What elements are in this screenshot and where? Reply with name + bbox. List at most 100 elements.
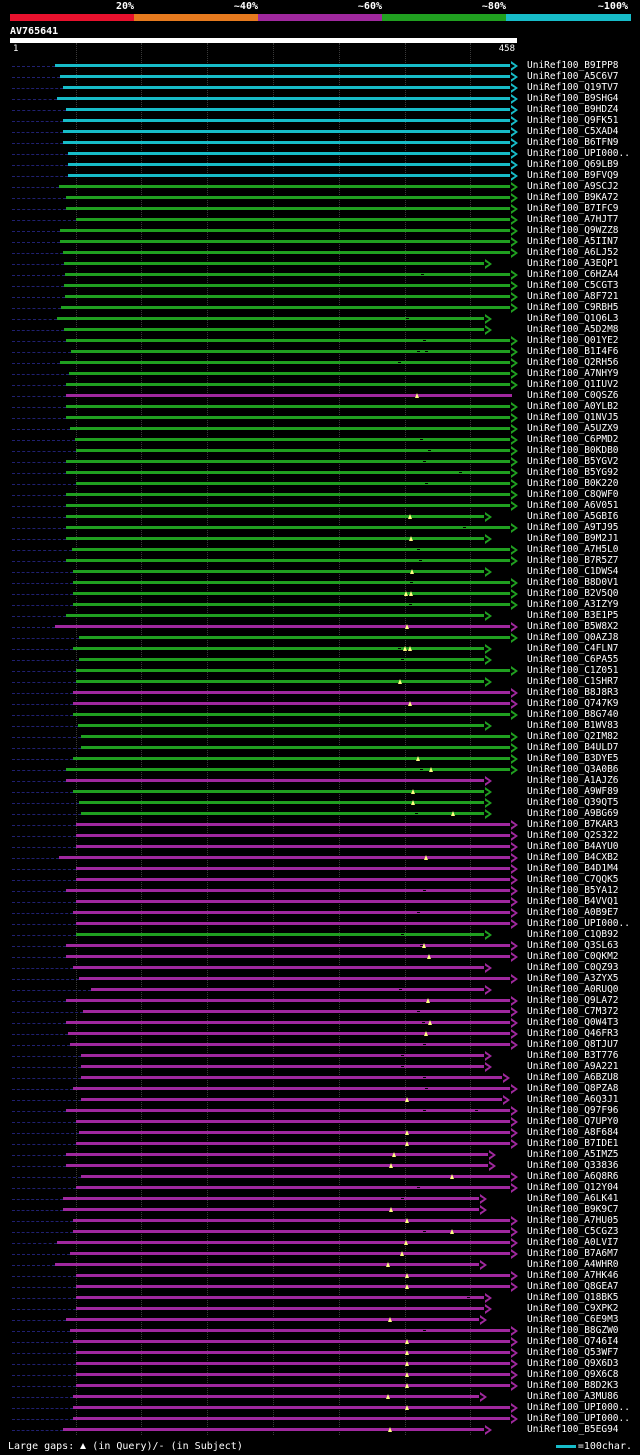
hit-row[interactable]: UniRef100_B1WV83 <box>0 720 640 732</box>
hit-bar[interactable] <box>78 801 486 804</box>
hit-bar[interactable] <box>60 229 512 232</box>
hit-bar[interactable] <box>65 889 512 892</box>
hit-row[interactable]: UniRef100_B8J8R3 <box>0 687 640 699</box>
hit-row[interactable]: UniRef100_Q97F96 <box>0 1105 640 1117</box>
hit-row[interactable]: UniRef100_B9IPP8 <box>0 60 640 72</box>
hit-label[interactable]: UniRef100_Q12Y04 <box>527 1182 619 1193</box>
hit-label[interactable]: UniRef100_B9HDZ4 <box>527 104 619 115</box>
hit-label[interactable]: UniRef100_A6Q8R6 <box>527 1171 619 1182</box>
hit-row[interactable]: UniRef100_B4AYU0 <box>0 841 640 853</box>
hit-bar[interactable] <box>65 1021 512 1024</box>
hit-bar[interactable] <box>81 1054 486 1057</box>
hit-bar[interactable] <box>78 977 512 980</box>
hit-bar[interactable] <box>62 86 512 89</box>
hit-bar[interactable] <box>68 174 512 177</box>
hit-bar[interactable] <box>73 1395 482 1398</box>
hit-bar[interactable] <box>59 856 512 859</box>
hit-label[interactable]: UniRef100_A3MU86 <box>527 1391 619 1402</box>
hit-bar[interactable] <box>69 372 512 375</box>
hit-bar[interactable] <box>75 867 512 870</box>
hit-bar[interactable] <box>75 933 486 936</box>
hit-bar[interactable] <box>74 438 512 441</box>
hit-row[interactable]: UniRef100_B8G740 <box>0 709 640 721</box>
hit-row[interactable]: UniRef100_B5YG92 <box>0 467 640 479</box>
hit-label[interactable]: UniRef100_Q2RH56 <box>527 357 619 368</box>
hit-label[interactable]: UniRef100_B3DYE5 <box>527 753 619 764</box>
hit-bar[interactable] <box>73 581 512 584</box>
hit-label[interactable]: UniRef100_Q53WF7 <box>527 1347 619 1358</box>
hit-row[interactable]: UniRef100_Q3A0B6 <box>0 764 640 776</box>
hit-label[interactable]: UniRef100_Q46FR3 <box>527 1028 619 1039</box>
hit-bar[interactable] <box>65 955 512 958</box>
hit-bar[interactable] <box>75 1384 512 1387</box>
hit-row[interactable]: UniRef100_C1Z051 <box>0 665 640 677</box>
hit-bar[interactable] <box>65 405 512 408</box>
hit-label[interactable]: UniRef100_A7HK46 <box>527 1270 619 1281</box>
hit-row[interactable]: UniRef100_B1I4F6 <box>0 346 640 358</box>
hit-row[interactable]: UniRef100_A5GBI6 <box>0 511 640 523</box>
hit-label[interactable]: UniRef100_C1Z051 <box>527 665 619 676</box>
hit-row[interactable]: UniRef100_A6V051 <box>0 500 640 512</box>
hit-label[interactable]: UniRef100_B9FVQ9 <box>527 170 619 181</box>
hit-bar[interactable] <box>73 757 512 760</box>
hit-row[interactable]: UniRef100_Q9FK51 <box>0 115 640 127</box>
hit-bar[interactable] <box>65 944 512 947</box>
hit-bar[interactable] <box>81 1076 505 1079</box>
hit-bar[interactable] <box>73 1087 512 1090</box>
hit-bar[interactable] <box>73 1230 512 1233</box>
hit-bar[interactable] <box>73 911 512 914</box>
hit-label[interactable]: UniRef100_B2V5Q0 <box>527 588 619 599</box>
hit-bar[interactable] <box>57 1241 512 1244</box>
hit-row[interactable]: UniRef100_Q7UPY0 <box>0 1116 640 1128</box>
hit-label[interactable]: UniRef100_Q7UPY0 <box>527 1116 619 1127</box>
hit-label[interactable]: UniRef100_Q9LA72 <box>527 995 619 1006</box>
hit-bar[interactable] <box>65 416 512 419</box>
hit-row[interactable]: UniRef100_Q9LA72 <box>0 995 640 1007</box>
hit-label[interactable]: UniRef100_Q69LB9 <box>527 159 619 170</box>
hit-bar[interactable] <box>75 1362 512 1365</box>
hit-label[interactable]: UniRef100_B6TFN9 <box>527 137 619 148</box>
hit-row[interactable]: UniRef100_Q2IM82 <box>0 731 640 743</box>
hit-row[interactable]: UniRef100_A5C6V7 <box>0 71 640 83</box>
hit-row[interactable]: UniRef100_A9SCJ2 <box>0 181 640 193</box>
hit-row[interactable]: UniRef100_C9XPK2 <box>0 1303 640 1315</box>
hit-row[interactable]: UniRef100_Q1IUV2 <box>0 379 640 391</box>
hit-row[interactable]: UniRef100_A3MU86 <box>0 1391 640 1403</box>
hit-label[interactable]: UniRef100_A9BG69 <box>527 808 619 819</box>
hit-label[interactable]: UniRef100_Q2IM82 <box>527 731 619 742</box>
hit-label[interactable]: UniRef100_Q747K9 <box>527 698 619 709</box>
hit-row[interactable]: UniRef100_C6PA55 <box>0 654 640 666</box>
hit-bar[interactable] <box>62 251 512 254</box>
hit-row[interactable]: UniRef100_C6E9M3 <box>0 1314 640 1326</box>
hit-label[interactable]: UniRef100_A6Q3J1 <box>527 1094 619 1105</box>
hit-label[interactable]: UniRef100_A8F721 <box>527 291 619 302</box>
hit-label[interactable]: UniRef100_C5CGZ3 <box>527 1226 619 1237</box>
hit-row[interactable]: UniRef100_C1DWS4 <box>0 566 640 578</box>
hit-bar[interactable] <box>65 394 512 397</box>
hit-bar[interactable] <box>75 482 512 485</box>
hit-label[interactable]: UniRef100_A3ZYX5 <box>527 973 619 984</box>
hit-row[interactable]: UniRef100_A6LJ52 <box>0 247 640 259</box>
hit-label[interactable]: UniRef100_B5YA12 <box>527 885 619 896</box>
hit-bar[interactable] <box>75 1351 512 1354</box>
hit-label[interactable]: UniRef100_A0YLB2 <box>527 401 619 412</box>
hit-label[interactable]: UniRef100_C6E9M3 <box>527 1314 619 1325</box>
hit-bar[interactable] <box>78 636 512 639</box>
hit-label[interactable]: UniRef100_B3E1P5 <box>527 610 619 621</box>
hit-bar[interactable] <box>73 691 512 694</box>
hit-label[interactable]: UniRef100_B5YG92 <box>527 467 619 478</box>
hit-label[interactable]: UniRef100_A3IZY9 <box>527 599 619 610</box>
hit-label[interactable]: UniRef100_C6PMD2 <box>527 434 619 445</box>
hit-label[interactable]: UniRef100_B3T776 <box>527 1050 619 1061</box>
hit-row[interactable]: UniRef100_B9FVQ9 <box>0 170 640 182</box>
hit-label[interactable]: UniRef100_Q2S322 <box>527 830 619 841</box>
hit-row[interactable]: UniRef100_C5XAD4 <box>0 126 640 138</box>
hit-label[interactable]: UniRef100_A5GBI6 <box>527 511 619 522</box>
hit-bar[interactable] <box>62 1428 486 1431</box>
hit-bar[interactable] <box>72 548 512 551</box>
hit-label[interactable]: UniRef100_A5IIN7 <box>527 236 619 247</box>
hit-label[interactable]: UniRef100_B7R5Z7 <box>527 555 619 566</box>
hit-row[interactable]: UniRef100_B5YA12 <box>0 885 640 897</box>
hit-row[interactable]: UniRef100_A0RUQ0 <box>0 984 640 996</box>
hit-row[interactable]: UniRef100_B8D2K3 <box>0 1380 640 1392</box>
